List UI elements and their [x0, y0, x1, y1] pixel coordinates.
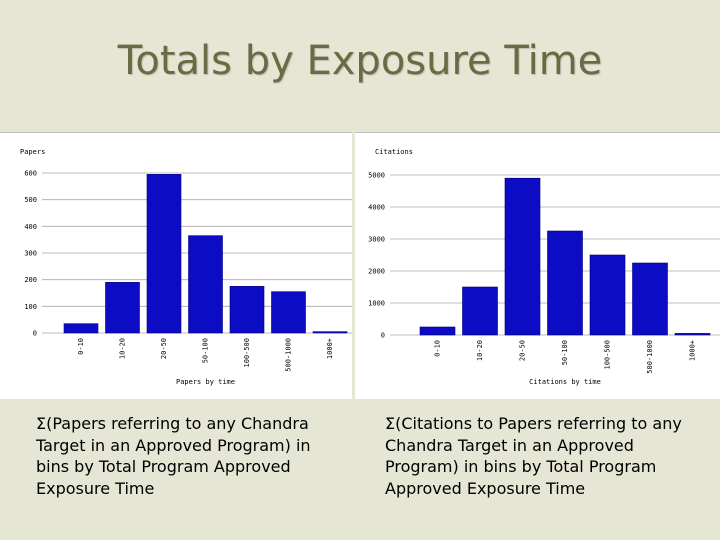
y-tick-label: 0: [33, 330, 37, 338]
bar: [105, 282, 140, 334]
bar: [229, 286, 265, 334]
y-tick-label: 4000: [368, 204, 385, 212]
y-tick-label: 600: [24, 170, 37, 178]
x-tick-label: 0-10: [434, 340, 442, 357]
citations-chart-panel: Citations 0 1000 2000 3000 4000 5000 0-10 10-20 2…: [355, 132, 720, 399]
x-tick-label: 20-50: [519, 340, 527, 361]
x-tick-label: 100-500: [243, 338, 251, 368]
x-tick-label: 1000+: [689, 340, 697, 361]
bar: [188, 235, 223, 334]
y-tick-label: 500: [24, 196, 37, 204]
y-axis-title: Papers: [20, 148, 45, 156]
y-tick-label: 400: [24, 223, 37, 231]
x-tick-label: 50-100: [202, 338, 210, 363]
y-axis-title: Citations: [375, 148, 413, 156]
citations-by-time-chart: Citations 0 1000 2000 3000 4000 5000 0-10 10-20 2…: [368, 148, 720, 386]
papers-chart-panel: Papers 0 100 200 300 400 500 600 0-10 10-20 20-50 5…: [0, 132, 352, 399]
bar: [462, 286, 498, 336]
x-tick-label: 1000+: [326, 338, 334, 359]
x-tick-label: 100-500: [604, 340, 612, 370]
bar: [271, 291, 306, 334]
bar: [547, 230, 583, 336]
x-tick-label: 500-1000: [285, 338, 293, 372]
bar: [63, 323, 99, 334]
bar: [419, 326, 456, 336]
y-tick-label: 3000: [368, 236, 385, 244]
x-axis-title: Citations by time: [529, 378, 601, 386]
bar: [632, 262, 668, 336]
y-tick-label: 5000: [368, 172, 385, 180]
slide-title: Totals by Exposure Time: [117, 38, 603, 84]
x-axis-title: Papers by time: [176, 378, 235, 386]
y-tick-label: 100: [24, 303, 37, 311]
x-tick-label: 500-1000: [646, 340, 654, 374]
papers-by-time-chart: Papers 0 100 200 300 400 500 600 0-10 10-20 20-50 5…: [20, 148, 352, 386]
bar: [504, 177, 541, 336]
x-tick-label: 10-20: [119, 338, 127, 359]
x-tick-label: 50-100: [561, 340, 569, 365]
bar: [589, 254, 626, 336]
papers-caption: Σ(Papers referring to any Chandra Target…: [36, 414, 311, 498]
y-tick-label: 2000: [368, 268, 385, 276]
bar: [146, 174, 182, 334]
x-tick-label: 10-20: [476, 340, 484, 361]
y-tick-label: 200: [24, 276, 37, 284]
bar: [674, 333, 711, 336]
y-tick-label: 1000: [368, 300, 385, 308]
bar: [312, 331, 348, 334]
x-tick-label: 0-10: [77, 338, 85, 355]
y-tick-label: 0: [381, 332, 385, 340]
citations-caption: Σ(Citations to Papers referring to any C…: [385, 414, 682, 498]
y-tick-label: 300: [24, 250, 37, 258]
x-tick-label: 20-50: [160, 338, 168, 359]
